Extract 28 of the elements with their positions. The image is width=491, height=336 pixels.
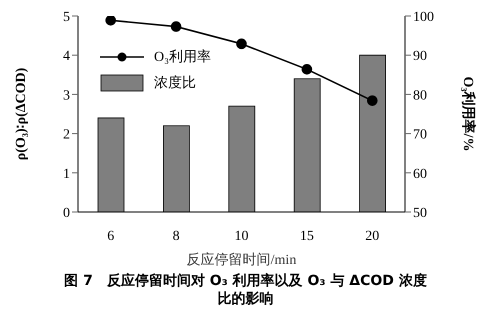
x-tick-label: 8 <box>172 228 180 244</box>
y2-tick-label: 80 <box>413 88 427 104</box>
y2-tick-label: 90 <box>413 49 427 64</box>
x-tick-label: 6 <box>107 228 114 244</box>
point <box>302 64 312 75</box>
y2-tick-label: 50 <box>413 206 427 221</box>
y-tick-label: 4 <box>63 49 70 64</box>
legend-label: 浓度比 <box>154 74 196 92</box>
y2-axis-title: O₃利用率/% <box>460 76 478 152</box>
x-tick-label: 15 <box>300 228 314 244</box>
y-axis-title: ρ(O₃)∶ρ(ΔCOD) <box>14 67 29 160</box>
x-axis-title: 反应停留时间/min <box>186 252 296 268</box>
y2-tick-label: 70 <box>413 128 427 143</box>
y-tick-label: 5 <box>63 10 70 25</box>
point <box>105 16 116 26</box>
y2-tick-label: 60 <box>413 166 427 182</box>
x-tick-label: 10 <box>234 228 248 244</box>
point <box>367 95 378 106</box>
y-tick-label: 2 <box>63 128 70 143</box>
x-tick-label: 20 <box>365 228 380 244</box>
y-tick-label: 1 <box>63 166 70 182</box>
point <box>236 38 247 50</box>
legend-label: O₃利用率 <box>154 48 211 66</box>
y-tick-label: 0 <box>63 206 70 221</box>
text: 图 7 反应停留时间对 O₃ 利用率以及 O₃ 与 ΔCOD 浓度比的影响 <box>63 272 428 309</box>
y-tick-label: 3 <box>63 88 70 104</box>
y2-tick-label: 100 <box>413 10 434 25</box>
point <box>170 21 182 32</box>
